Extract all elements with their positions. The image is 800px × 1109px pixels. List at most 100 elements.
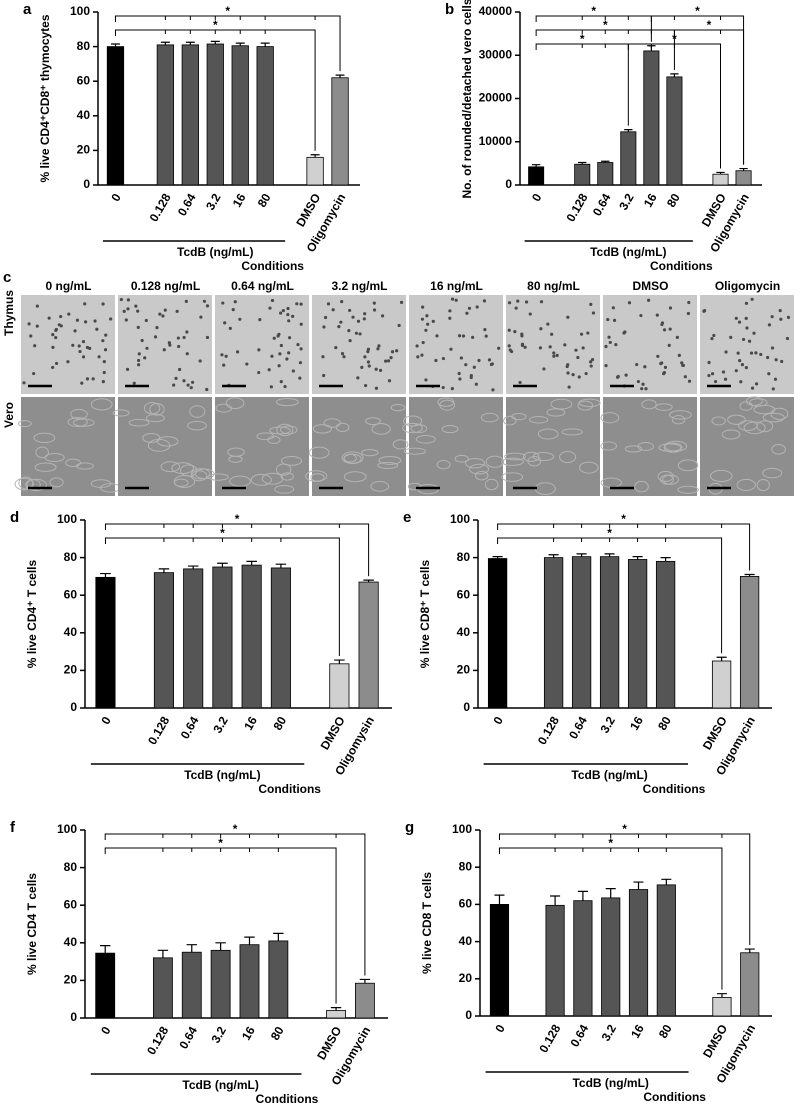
significance-label: * bbox=[213, 18, 218, 32]
cell bbox=[542, 367, 546, 371]
cell bbox=[51, 333, 55, 337]
x-tick-label: 3.2 bbox=[203, 191, 224, 213]
cell bbox=[566, 371, 570, 375]
cell bbox=[389, 356, 393, 360]
cell bbox=[223, 321, 227, 325]
cell bbox=[283, 384, 287, 389]
significance-bracket bbox=[650, 15, 745, 165]
x-tick-label: 80 bbox=[656, 1022, 675, 1041]
cell bbox=[75, 462, 94, 470]
cell bbox=[33, 344, 37, 348]
panel-label: g bbox=[405, 819, 414, 836]
significance-label: * bbox=[580, 32, 585, 46]
cell bbox=[390, 350, 395, 354]
cell bbox=[47, 316, 51, 320]
cell bbox=[377, 461, 399, 469]
cell bbox=[191, 470, 208, 482]
cell bbox=[524, 300, 529, 304]
cell bbox=[343, 453, 357, 463]
cell bbox=[35, 324, 39, 328]
cell bbox=[137, 352, 141, 356]
cell bbox=[624, 445, 643, 453]
cell bbox=[370, 481, 390, 492]
cell bbox=[484, 478, 499, 491]
cell bbox=[437, 397, 455, 407]
cell bbox=[668, 327, 672, 331]
cell bbox=[81, 339, 86, 344]
cell bbox=[552, 354, 556, 358]
cell bbox=[474, 470, 489, 481]
cell bbox=[497, 346, 501, 350]
y-tick-label: 60 bbox=[77, 73, 91, 87]
cell bbox=[415, 434, 436, 444]
cell bbox=[101, 302, 105, 306]
cell bbox=[103, 348, 108, 352]
column-label: 80 ng/mL bbox=[527, 279, 580, 293]
significance-bracket bbox=[535, 15, 652, 42]
cell bbox=[399, 300, 404, 305]
x-tick-label: 0 bbox=[98, 714, 114, 727]
cell bbox=[539, 300, 544, 304]
cell bbox=[709, 469, 733, 483]
bar bbox=[206, 43, 224, 186]
cell bbox=[671, 415, 686, 425]
cell bbox=[361, 449, 379, 457]
cell bbox=[285, 357, 289, 361]
cell bbox=[581, 346, 585, 350]
cell bbox=[528, 312, 532, 316]
x-tick-label: 0.64 bbox=[590, 191, 614, 219]
cell bbox=[662, 371, 667, 375]
bar bbox=[239, 944, 260, 1019]
cell bbox=[83, 302, 87, 306]
cell bbox=[431, 319, 435, 323]
cell bbox=[44, 453, 65, 463]
bar bbox=[739, 576, 760, 709]
cell bbox=[261, 472, 284, 485]
cell bbox=[458, 377, 462, 381]
cell bbox=[662, 328, 667, 332]
error-bar bbox=[186, 944, 197, 953]
y-axis-label: No. of rounded/detached vero cells bbox=[460, 0, 474, 199]
cell bbox=[387, 379, 392, 383]
cell bbox=[347, 329, 351, 333]
cell bbox=[274, 484, 295, 494]
bar bbox=[655, 560, 676, 709]
cell bbox=[207, 473, 229, 481]
cell bbox=[342, 355, 346, 359]
cell bbox=[182, 379, 186, 383]
cell bbox=[546, 408, 566, 417]
cell bbox=[171, 462, 194, 475]
cell bbox=[738, 358, 742, 363]
cell bbox=[104, 333, 108, 337]
cell bbox=[448, 316, 452, 320]
cell bbox=[340, 352, 345, 356]
x-tick-label: DMSO bbox=[700, 1022, 730, 1060]
cell bbox=[434, 358, 438, 363]
cell bbox=[472, 365, 476, 369]
cell bbox=[449, 347, 453, 351]
cell bbox=[477, 358, 481, 363]
cell bbox=[450, 387, 454, 391]
error-bar bbox=[235, 42, 245, 46]
column-label: DMSO bbox=[633, 279, 669, 293]
cell bbox=[539, 327, 543, 331]
significance-bracket bbox=[673, 29, 745, 165]
cell bbox=[491, 388, 495, 392]
cell bbox=[378, 455, 402, 465]
cell bbox=[134, 304, 138, 308]
y-tick-label: 30000 bbox=[479, 47, 513, 61]
cell bbox=[577, 400, 594, 411]
cell bbox=[475, 305, 479, 309]
error-bar bbox=[531, 164, 541, 167]
column-label: 3.2 ng/mL bbox=[331, 279, 387, 293]
bar bbox=[628, 889, 649, 1017]
cell bbox=[441, 385, 445, 390]
cell bbox=[267, 435, 281, 444]
cell bbox=[474, 382, 478, 386]
significance-label: * bbox=[695, 4, 700, 18]
cell bbox=[441, 424, 459, 434]
cell bbox=[365, 417, 381, 426]
cell bbox=[279, 311, 283, 315]
cell bbox=[550, 332, 554, 336]
micrograph bbox=[506, 397, 600, 496]
